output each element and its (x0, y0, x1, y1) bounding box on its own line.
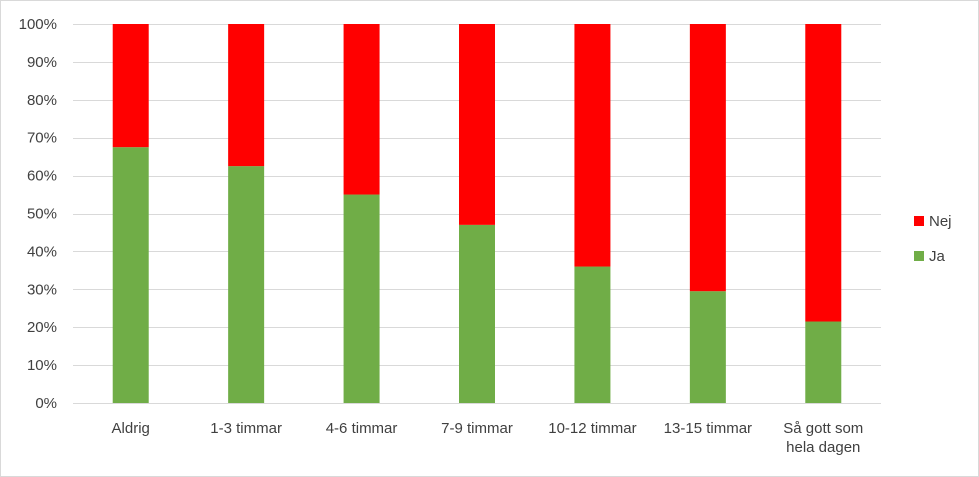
y-tick-label: 50% (27, 206, 57, 223)
y-tick-label: 0% (35, 395, 57, 412)
bar-nej-3 (343, 24, 380, 195)
bar-nej-7 (805, 24, 842, 322)
legend-swatch-nej (914, 216, 924, 226)
y-tick-label: 70% (27, 130, 57, 147)
x-tick-label-line: 7-9 timmar (441, 420, 513, 437)
y-tick-label: 10% (27, 357, 57, 374)
y-tick-label: 100% (19, 16, 57, 33)
legend-label-nej: Nej (929, 213, 952, 230)
y-tick-label: 60% (27, 168, 57, 185)
y-tick-label: 30% (27, 281, 57, 298)
x-tick-label: Så gott som hela dagen (783, 420, 863, 456)
x-tick-label: 7-9 timmar (441, 420, 513, 437)
y-tick-label: 80% (27, 92, 57, 109)
x-tick-label-line: Så gott som (783, 420, 863, 437)
bar-ja-4 (459, 224, 495, 403)
y-tick-label: 40% (27, 243, 57, 260)
bar-nej-4 (459, 24, 495, 225)
y-tick-label: 90% (27, 54, 57, 71)
x-tick-label: 10-12 timmar (548, 420, 636, 437)
x-tick-label: Aldrig (112, 420, 150, 437)
legend-label-ja: Ja (929, 248, 946, 265)
y-tick-label: 20% (27, 319, 57, 336)
x-tick-label-line: hela dagen (786, 439, 860, 456)
x-axis-labels: Aldrig 1-3 timmar 4-6 timmar 7-9 timmar 10-1… (112, 420, 864, 456)
x-tick-label-line: 10-12 timmar (548, 420, 636, 437)
bar-ja-5 (574, 266, 611, 403)
bars (112, 24, 842, 403)
x-tick-label-line: Aldrig (112, 420, 150, 437)
legend-swatch-ja (914, 251, 924, 261)
bar-ja-6 (689, 291, 726, 403)
bar-ja-1 (112, 147, 149, 403)
bar-nej-1 (112, 24, 149, 148)
bar-ja-2 (228, 166, 265, 403)
x-tick-label: 13-15 timmar (664, 420, 752, 437)
x-tick-label-line: 13-15 timmar (664, 420, 752, 437)
bar-nej-5 (574, 24, 611, 267)
x-tick-label-line: 4-6 timmar (326, 420, 398, 437)
bar-nej-2 (228, 24, 265, 167)
legend: Nej Ja (914, 213, 952, 265)
y-axis-labels: 0% 10% 20% 30% 40% 50% 60% 70% 80% 90% 100% (19, 16, 57, 412)
x-tick-label: 4-6 timmar (326, 420, 398, 437)
x-tick-label-line: 1-3 timmar (210, 420, 282, 437)
x-tick-label: 1-3 timmar (210, 420, 282, 437)
bar-ja-7 (805, 321, 842, 403)
bar-nej-6 (689, 24, 726, 292)
bar-ja-3 (343, 194, 380, 403)
